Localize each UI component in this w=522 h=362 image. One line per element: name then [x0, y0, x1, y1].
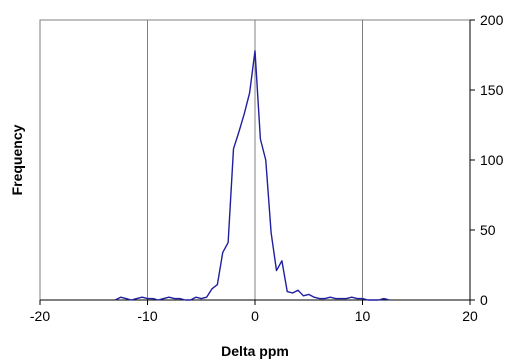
y-tick-labels: 0 50 100 150 200 [480, 12, 504, 308]
x-tick-label-4: 20 [462, 308, 478, 324]
x-tick-label-0: -20 [30, 308, 50, 324]
x-tick-label-1: -10 [137, 308, 157, 324]
y-tick-label-4: 200 [480, 12, 504, 28]
y-tick-label-2: 100 [480, 152, 504, 168]
x-tick-label-3: 10 [355, 308, 371, 324]
axes [39, 19, 475, 305]
x-tick-labels: -20 -10 0 10 20 [30, 308, 478, 324]
series-layer [114, 50, 390, 301]
x-tick-label-2: 0 [251, 308, 259, 324]
series-line-0 [114, 50, 390, 301]
y-tick-label-0: 0 [480, 292, 488, 308]
y-axis-title: Frequency [9, 124, 25, 195]
y-tick-label-1: 50 [480, 222, 496, 238]
y-tick-label-3: 150 [480, 82, 504, 98]
x-axis-title: Delta ppm [221, 343, 289, 359]
gridlines [147, 20, 363, 300]
